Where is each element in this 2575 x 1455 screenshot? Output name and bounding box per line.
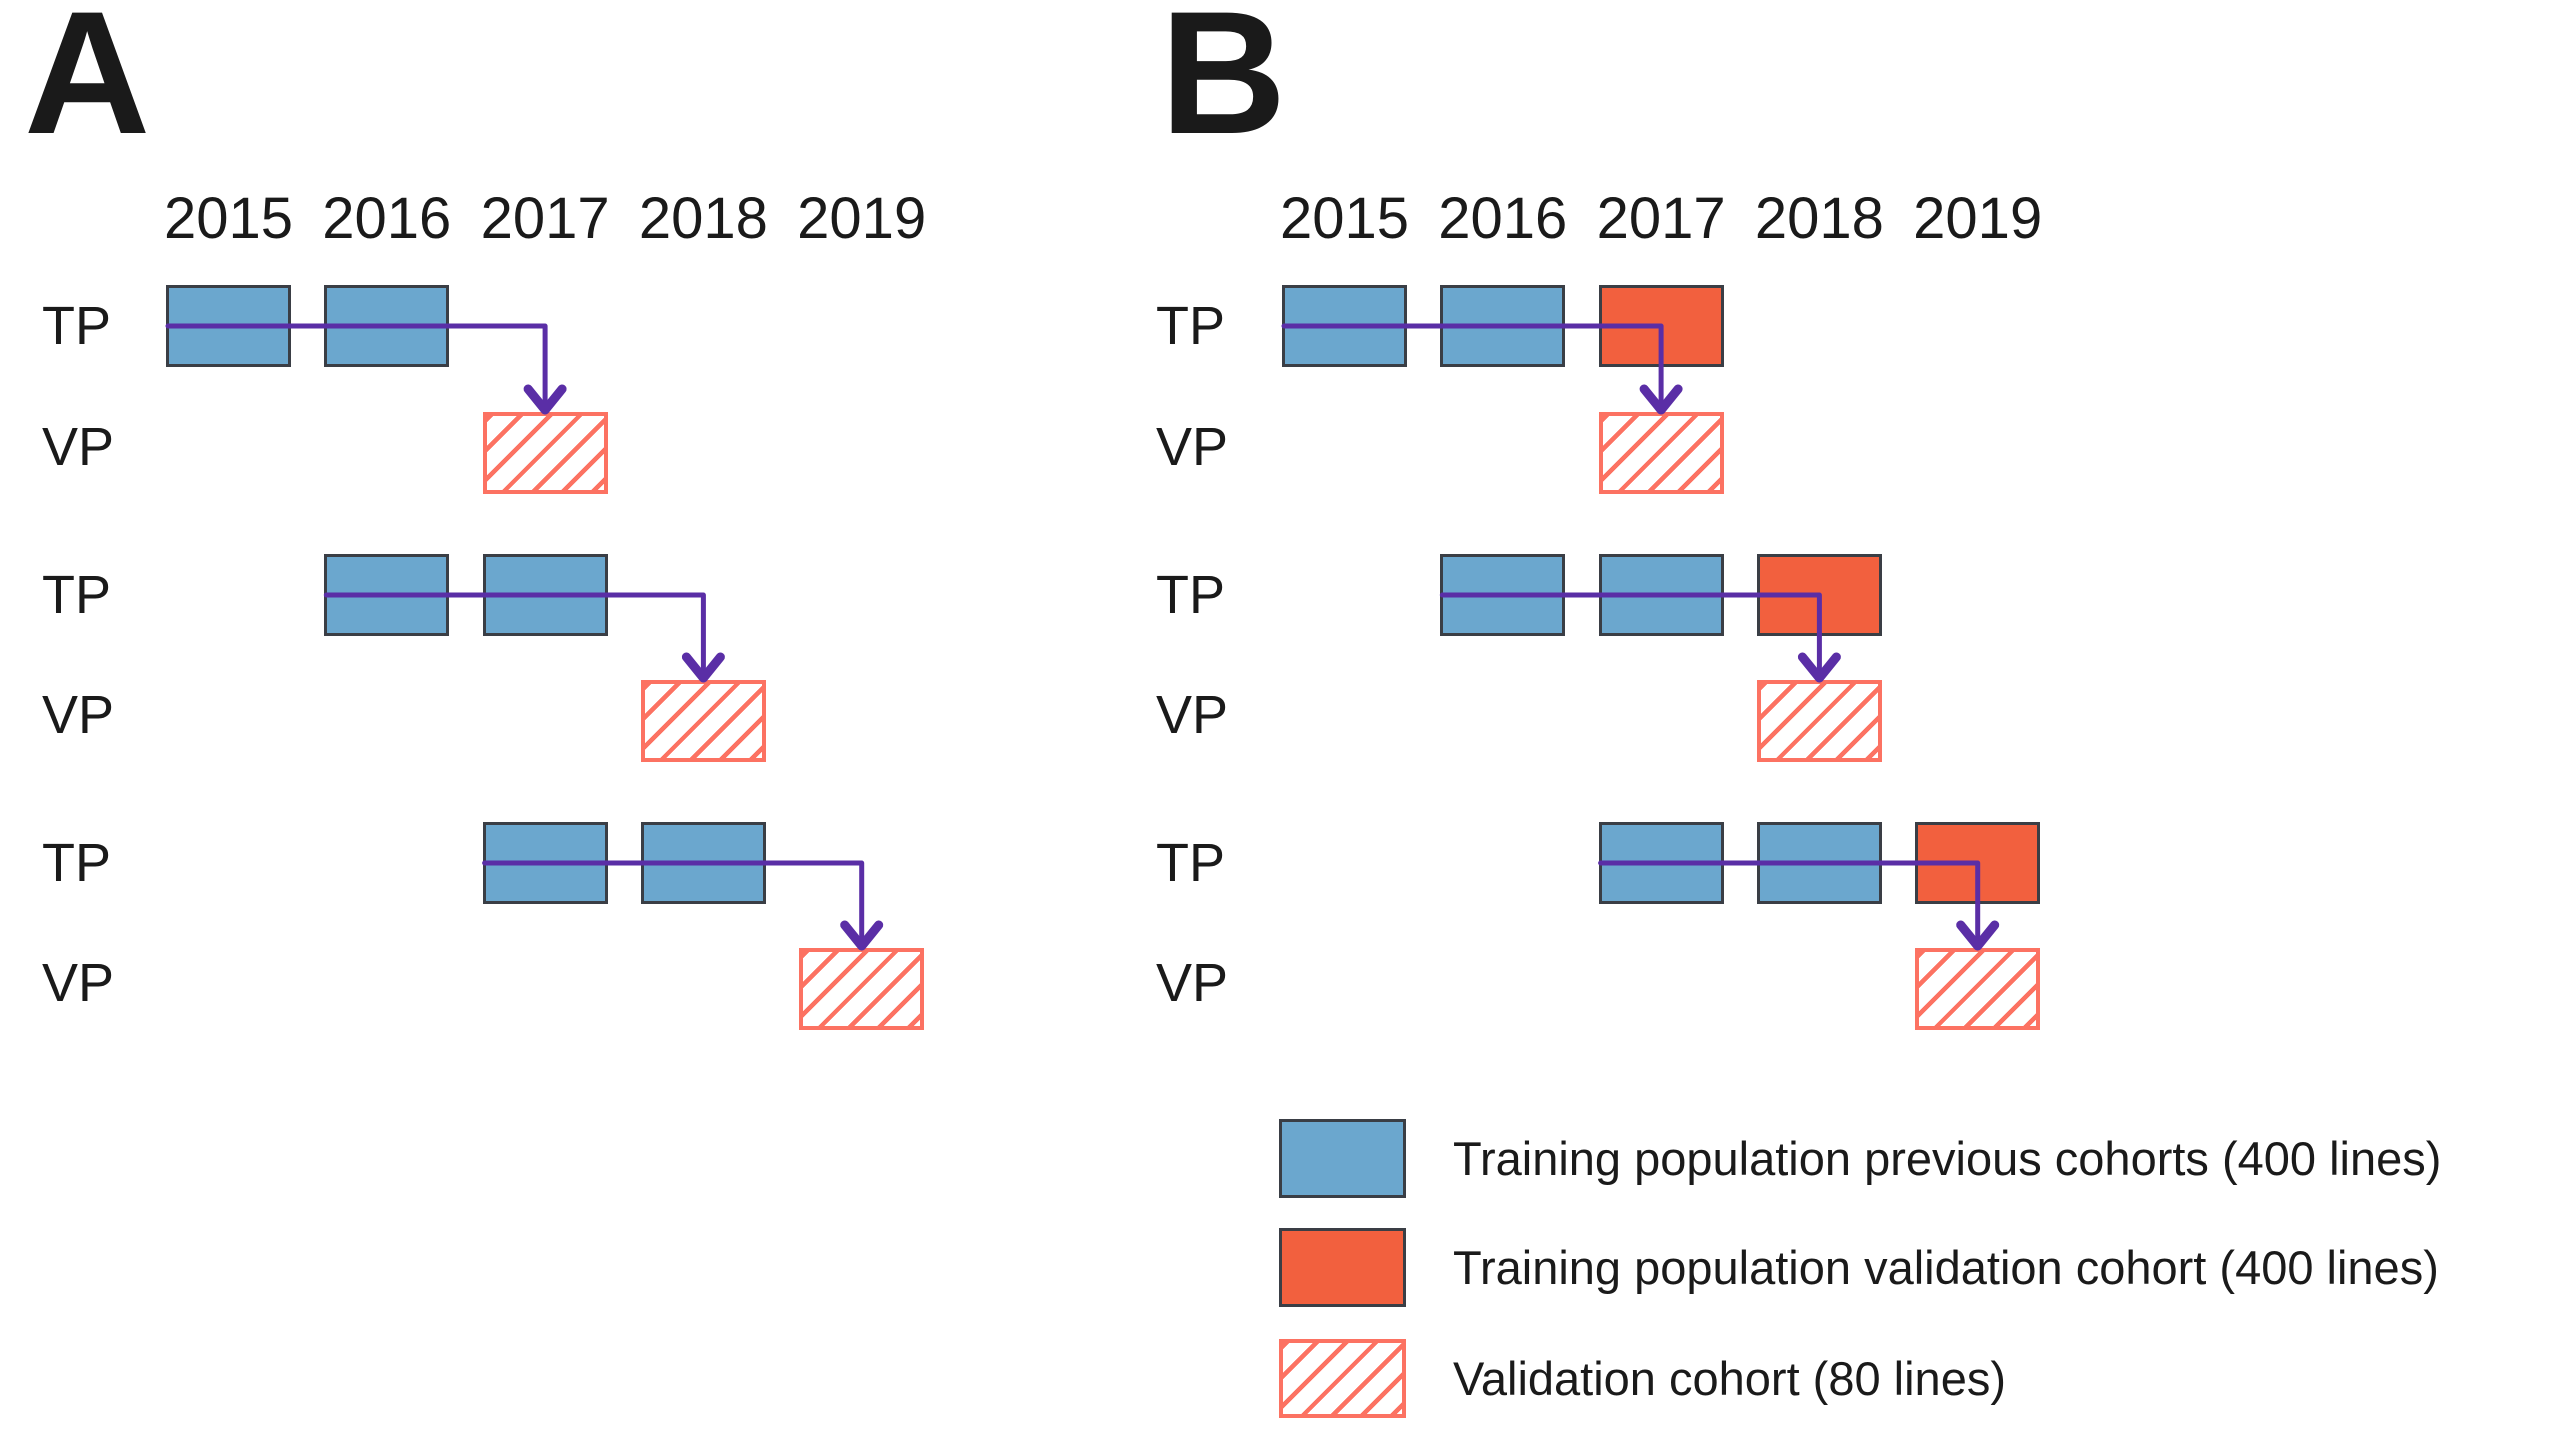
legend-label: Training population previous cohorts (40…	[1453, 1131, 2442, 1185]
vp-box-2017	[482, 412, 608, 494]
year-label-2018: 2018	[638, 186, 768, 251]
year-label-2018: 2018	[1754, 186, 1884, 251]
legend-label: Training population validation cohort (4…	[1453, 1240, 2439, 1294]
tp-row-label: TP	[42, 833, 112, 893]
legend-label: Validation cohort (80 lines)	[1453, 1351, 2006, 1405]
panel-b-label: B	[1160, 0, 1286, 171]
year-label-2019: 2019	[797, 186, 927, 251]
tp-row-label: TP	[1156, 565, 1226, 625]
year-label-2016: 2016	[1438, 186, 1568, 251]
legend-swatch-blue	[1279, 1119, 1406, 1198]
vp-row-label: VP	[42, 417, 115, 477]
legend-item-validation-cohort: Validation cohort (80 lines)	[1279, 1339, 2006, 1418]
vp-box-2018	[640, 680, 766, 762]
year-label-2017: 2017	[1596, 186, 1726, 251]
year-label-2016: 2016	[322, 186, 452, 251]
year-label-2015: 2015	[1279, 186, 1410, 251]
vp-row-label: VP	[1156, 417, 1229, 477]
vp-row-label: VP	[42, 685, 115, 745]
vp-row-label: VP	[42, 953, 115, 1013]
year-label-2015: 2015	[163, 186, 294, 251]
legend-item-training-validation: Training population validation cohort (4…	[1279, 1228, 2439, 1307]
tp-row-label: TP	[42, 565, 112, 625]
legend-item-training-previous: Training population previous cohorts (40…	[1279, 1119, 2441, 1198]
legend-swatch-orange	[1279, 1228, 1406, 1307]
panel-a-label: A	[24, 0, 150, 171]
vp-row-label: VP	[1156, 685, 1229, 745]
tp-row-label: TP	[1156, 833, 1226, 893]
tp-row-label: TP	[42, 296, 112, 356]
tp-row-label: TP	[1156, 296, 1226, 356]
year-label-2019: 2019	[1913, 186, 2043, 251]
vp-row-label: VP	[1156, 953, 1229, 1013]
legend-swatch-hatched	[1279, 1339, 1406, 1418]
year-label-2017: 2017	[480, 186, 610, 251]
vp-box-2019	[1915, 948, 2041, 1030]
